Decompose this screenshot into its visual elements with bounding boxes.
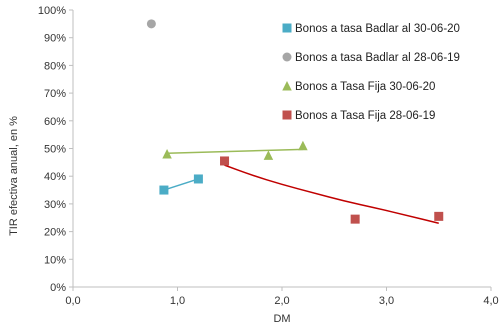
trendline [224, 164, 439, 225]
x-tick-label: 2,0 [274, 295, 289, 307]
x-tick-label: 1,0 [170, 295, 185, 307]
data-point [350, 214, 360, 224]
y-tick-label: 80% [44, 60, 66, 72]
data-point [193, 174, 203, 184]
x-tick-label: 0,0 [65, 295, 80, 307]
legend-label: Bonos a Tasa Fija 30-06-20 [295, 81, 435, 93]
y-tick-label: 20% [44, 227, 66, 239]
y-tick-label: 90% [44, 33, 66, 45]
data-point [146, 19, 156, 29]
data-point [159, 185, 169, 195]
x-tick-label: 3,0 [379, 295, 394, 307]
legend-label: Bonos a Tasa Fija 28-06-19 [295, 110, 435, 122]
legend-marker [282, 110, 292, 120]
legend-label: Bonos a tasa Badlar al 28-06-19 [295, 52, 460, 64]
y-tick-label: 70% [44, 88, 66, 100]
y-tick-label: 10% [44, 254, 66, 266]
data-point [162, 149, 172, 159]
legend: Bonos a tasa Badlar al 30-06-20 Bonos a t… [282, 23, 460, 122]
legend-marker [282, 23, 292, 33]
axes: 0% 10% 20% 30% 40% 50% 60% 70% 80% 90% 100% 0,0 1,0 2… [38, 5, 499, 307]
trendline [163, 178, 199, 191]
y-tick-label: 0% [50, 282, 66, 294]
legend-marker [282, 81, 292, 91]
trendline [167, 148, 303, 154]
x-tick-label: 4,0 [483, 295, 498, 307]
y-tick-label: 100% [38, 5, 66, 17]
trendlines [163, 148, 439, 225]
legend-label: Bonos a tasa Badlar al 30-06-20 [295, 23, 460, 35]
y-tick-label: 50% [44, 144, 66, 156]
data-point [263, 150, 274, 160]
y-tick-label: 30% [44, 199, 66, 211]
data-point [298, 140, 308, 151]
data-point [434, 211, 444, 221]
legend-marker [282, 52, 292, 62]
y-axis-title: TIR efectiva anual, en % [8, 116, 20, 236]
x-axis-title: DM [273, 313, 290, 325]
data-points [146, 19, 444, 224]
data-point [220, 156, 230, 166]
y-tick-label: 40% [44, 171, 66, 183]
y-tick-label: 60% [44, 116, 66, 128]
